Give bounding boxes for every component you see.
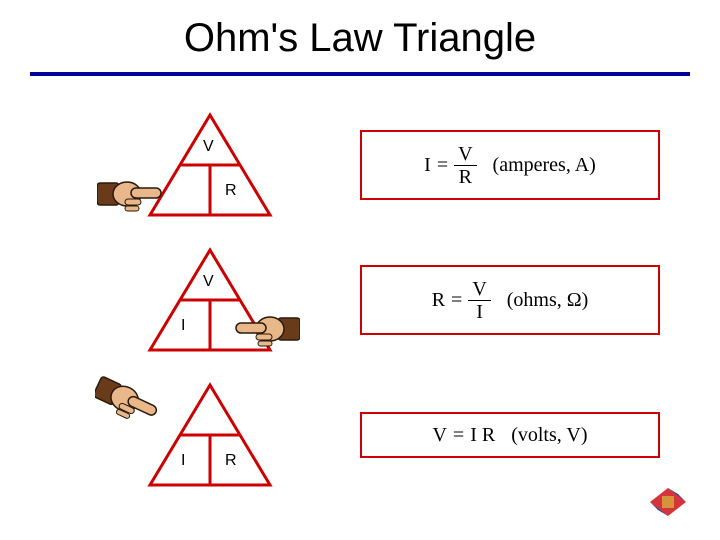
triangle-top-label: V <box>203 273 214 291</box>
triangle-top-label: V <box>203 138 214 156</box>
ohms-triangle: VI <box>145 245 275 355</box>
corner-logo-icon <box>646 484 690 520</box>
equals-sign: = <box>453 424 464 447</box>
fraction-numerator: V <box>454 144 476 166</box>
formula-lhs: R <box>432 289 445 312</box>
fraction-denominator: I <box>472 301 487 322</box>
formula-rhs: I R <box>470 424 495 447</box>
formula-box: R = VI (ohms, Ω) <box>360 265 660 335</box>
title-underline <box>30 72 690 76</box>
formula-unit: (ohms, Ω) <box>507 289 589 312</box>
page-title: Ohm's Law Triangle <box>0 16 720 61</box>
ohms-triangle: VR <box>145 110 275 220</box>
triangle-right-label: R <box>225 182 237 200</box>
formula-fraction: VI <box>468 279 490 322</box>
formula-lhs: I <box>424 154 431 177</box>
equals-sign: = <box>451 289 462 312</box>
formula-fraction: VR <box>454 144 476 187</box>
fraction-numerator: V <box>468 279 490 301</box>
formula-unit: (amperes, A) <box>493 154 596 177</box>
triangle-left-label: I <box>181 317 185 335</box>
ohms-triangle: IR <box>145 380 275 490</box>
formula-box: V = I R (volts, V) <box>360 412 660 458</box>
equals-sign: = <box>437 154 448 177</box>
triangle-left-label: I <box>181 452 185 470</box>
triangle-right-label: R <box>225 452 237 470</box>
slide: Ohm's Law Triangle VR I=VR(amperes, A) V… <box>0 0 720 540</box>
formula-unit: (volts, V) <box>511 424 587 447</box>
fraction-denominator: R <box>455 166 476 187</box>
formula-lhs: V <box>432 424 446 447</box>
formula-box: I = VR (amperes, A) <box>360 130 660 200</box>
